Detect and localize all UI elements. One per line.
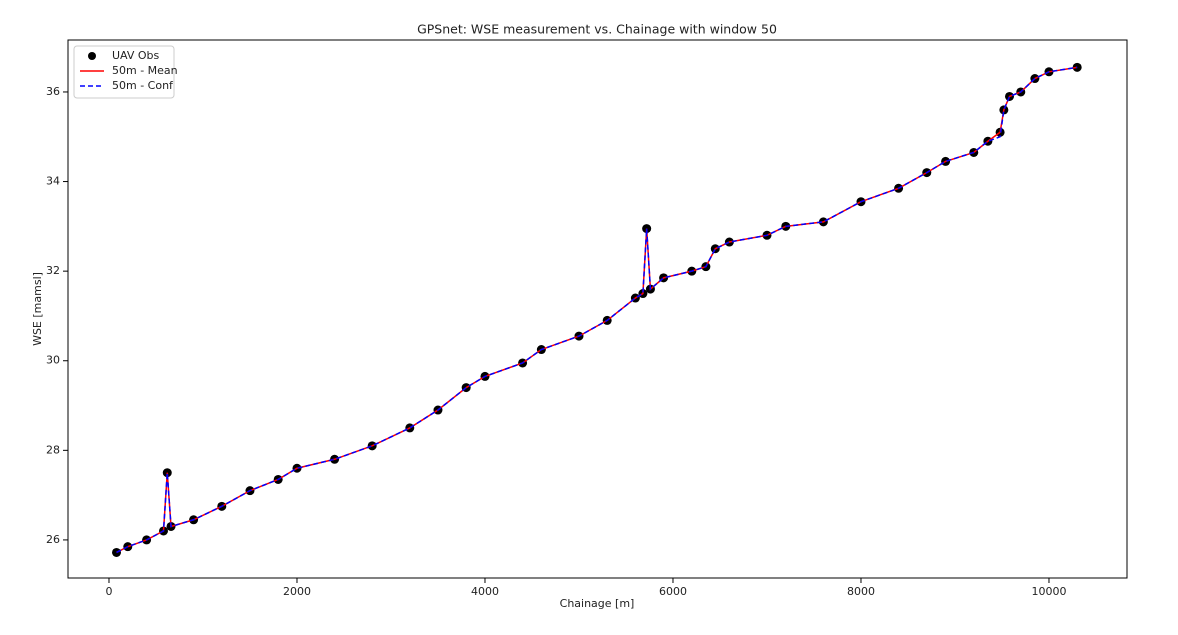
y-tick-label: 34	[46, 175, 60, 188]
legend-label: 50m - Conf	[112, 79, 174, 92]
x-tick-label: 0	[105, 585, 112, 598]
chart-title: GPSnet: WSE measurement vs. Chainage wit…	[417, 22, 777, 37]
series-line	[116, 66, 1078, 554]
y-tick-label: 26	[46, 533, 60, 546]
y-tick-label: 32	[46, 264, 60, 277]
legend-label: 50m - Mean	[112, 64, 178, 77]
legend-label: UAV Obs	[112, 49, 160, 62]
x-axis-label: Chainage [m]	[560, 597, 635, 610]
legend-box	[73, 45, 175, 99]
x-tick-label: 6000	[659, 585, 687, 598]
y-tick-label: 30	[46, 354, 60, 367]
y-tick-label: 28	[46, 443, 60, 456]
x-tick-label: 2000	[283, 585, 311, 598]
legend-marker	[88, 52, 96, 60]
x-tick-label: 10000	[1031, 585, 1066, 598]
series-line	[116, 66, 1078, 554]
x-tick-label: 8000	[847, 585, 875, 598]
y-tick-label: 36	[46, 85, 60, 98]
x-tick-label: 4000	[471, 585, 499, 598]
plot-frame	[67, 39, 1128, 579]
y-axis-label: WSE [mamsl]	[31, 272, 44, 346]
